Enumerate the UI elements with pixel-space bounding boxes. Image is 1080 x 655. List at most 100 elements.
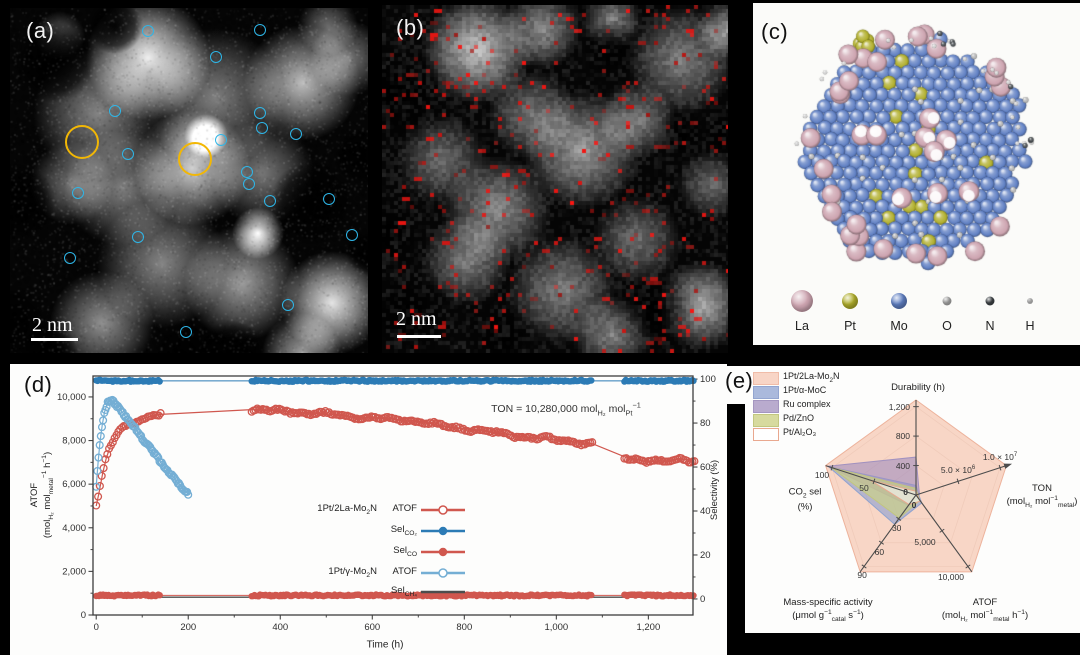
single-atom-marker	[264, 195, 276, 207]
svg-text:600: 600	[364, 622, 380, 633]
svg-text:20: 20	[700, 550, 711, 561]
panel-e-label-tab	[721, 366, 749, 404]
x-axis-title: Time (h)	[366, 639, 404, 651]
radar-axis-title-atof: ATOF (molH₂ mol−1metal h−1)	[941, 596, 1029, 624]
radar-legend-swatch	[753, 386, 779, 399]
svg-text:8,000: 8,000	[62, 436, 86, 447]
radar-tick-label: 400	[895, 460, 910, 471]
svg-text:200: 200	[180, 622, 196, 633]
panel-c-atomic-model: (c) La Pt Mo O N H	[753, 3, 1080, 345]
single-atom-marker	[122, 148, 134, 160]
element-swatch-o	[942, 296, 952, 306]
radar-tick-label: 100	[814, 469, 830, 480]
element-label-o: O	[942, 319, 952, 333]
panel-a-scalebar-text: 2 nm	[32, 314, 73, 336]
legend-group-label: 1Pt/γ-Mo2N	[328, 566, 377, 579]
single-atom-marker	[254, 24, 266, 36]
element-swatch-pt	[842, 293, 858, 309]
radar-tick-label: 1,200	[888, 401, 910, 412]
legend-marker	[421, 566, 465, 578]
single-atom-marker	[64, 252, 76, 264]
svg-text:0: 0	[94, 622, 99, 633]
radar-tick-label: 50	[859, 483, 869, 494]
panel-a-scalebar	[31, 338, 78, 341]
legend-item-label: ATOF	[392, 503, 417, 514]
svg-text:100: 100	[700, 374, 716, 385]
radar-axis-title-durability: Durability (h)	[891, 381, 945, 393]
single-atom-marker	[282, 299, 294, 311]
panel-d-stability-chart: 0 200 400 600 800 1,000 1,200 0 2,000 4,000 6,000 8…	[10, 364, 727, 655]
radar-tick-label: 800	[895, 431, 910, 442]
svg-text:80: 80	[700, 418, 711, 429]
radar-legend-swatch	[753, 372, 779, 385]
svg-text:0: 0	[700, 594, 705, 605]
panel-a-stem-image: (a) 2 nm	[10, 8, 368, 353]
single-atom-marker	[256, 122, 268, 134]
element-label-n: N	[985, 319, 995, 333]
svg-text:60: 60	[700, 462, 711, 473]
single-atom-marker	[290, 128, 302, 140]
element-label-mo: Mo	[890, 319, 908, 333]
panel-d-label: (d)	[24, 372, 53, 397]
eds-map-b	[382, 5, 728, 353]
element-label-h: H	[1025, 319, 1035, 333]
single-atom-marker	[254, 107, 266, 119]
stem-image-a	[10, 8, 368, 353]
panel-b-eds-map: (b) 2 nm	[382, 5, 728, 353]
panel-a-label: (a)	[26, 18, 55, 43]
svg-text:400: 400	[272, 622, 288, 633]
panel-b-scalebar	[397, 335, 441, 338]
single-atom-marker	[142, 25, 154, 37]
legend-group-label: 1Pt/2La-Mo2N	[317, 503, 377, 516]
radar-legend-swatch	[753, 428, 779, 441]
legend-marker	[421, 524, 465, 536]
panel-e-label: (e)	[725, 368, 754, 393]
single-atom-marker	[180, 326, 192, 338]
svg-text:1,200: 1,200	[636, 622, 660, 633]
legend-item-label: SelCO₂	[390, 524, 417, 537]
y-axis-left-title: ATOF (molH₂ molmetal−1 h−1)	[28, 451, 56, 539]
svg-text:10,000: 10,000	[57, 392, 86, 403]
element-swatch-mo	[891, 293, 907, 309]
element-label-pt: Pt	[844, 319, 856, 333]
panel-b-scalebar-text: 2 nm	[396, 308, 437, 330]
radar-legend-label: Pt/Al₂O₃	[783, 427, 817, 437]
svg-text:40: 40	[700, 506, 711, 517]
single-atom-marker	[243, 178, 255, 190]
svg-text:2,000: 2,000	[62, 566, 86, 577]
nanoparticle-model	[753, 3, 1080, 345]
single-atom-marker	[215, 134, 227, 146]
radar-legend-label: Pd/ZnO	[783, 413, 815, 423]
radar-tick-label: 60	[874, 546, 885, 557]
radar-legend-label: 1Pt/2La-Mo2N	[783, 371, 840, 384]
element-swatch-n	[985, 296, 995, 306]
svg-text:4,000: 4,000	[62, 523, 86, 534]
radar-legend-label: Ru complex	[783, 399, 831, 409]
legend-item-label: SelCH₄	[390, 585, 417, 598]
radar-zero-label: 0	[903, 487, 908, 497]
radar-tick-label: 90	[857, 570, 867, 581]
single-atom-marker	[241, 166, 253, 178]
legend-item-label: ATOF	[392, 566, 417, 577]
radar-tick-label: 10,000	[937, 572, 964, 583]
element-swatch-h	[1027, 298, 1033, 304]
panel-e-radar-chart: (e) 400 800 1,200 5.0 × 106 1.0 × 107 5,000 10…	[721, 366, 1080, 633]
legend-marker	[421, 503, 465, 515]
svg-text:0: 0	[81, 610, 86, 621]
radar-legend-swatch	[753, 414, 779, 427]
single-atom-marker	[132, 231, 144, 243]
radar-tick-label: 30	[891, 522, 902, 533]
radar-zero-label: 0	[911, 500, 917, 510]
cluster-marker	[178, 142, 212, 176]
single-atom-marker	[210, 51, 222, 63]
single-atom-marker	[72, 187, 84, 199]
panel-b-label: (b)	[396, 15, 425, 40]
legend-marker	[421, 545, 465, 557]
panel-c-label: (c)	[761, 19, 789, 44]
y-axis-right-title: Selectivity (%)	[708, 459, 720, 521]
radar-legend-label: 1Pt/α-MoC	[783, 385, 827, 395]
svg-text:1,000: 1,000	[544, 622, 568, 633]
single-atom-marker	[346, 229, 358, 241]
radar-tick-label: 1.0 × 107	[982, 451, 1018, 462]
